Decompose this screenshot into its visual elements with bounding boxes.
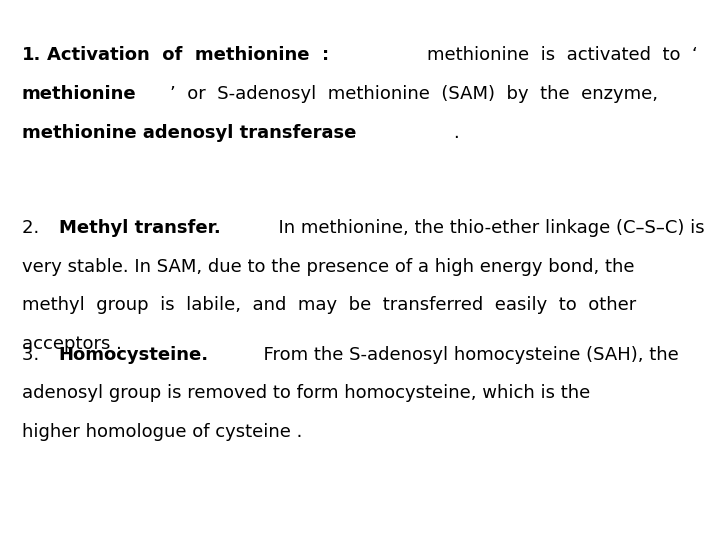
Text: 1.: 1. [22,46,41,64]
Text: very stable. In SAM, due to the presence of a high energy bond, the: very stable. In SAM, due to the presence… [22,258,634,275]
Text: In methionine, the thio-ether linkage (C–S–C) is: In methionine, the thio-ether linkage (C… [267,219,705,237]
Text: methyl  group  is  labile,  and  may  be  transferred  easily  to  other: methyl group is labile, and may be trans… [22,296,636,314]
Text: methionine  is  activated  to  ‘: methionine is activated to ‘ [427,46,698,64]
Text: acceptors .: acceptors . [22,335,122,353]
Text: Methyl transfer.: Methyl transfer. [59,219,220,237]
Text: higher homologue of cysteine .: higher homologue of cysteine . [22,423,302,441]
Text: ’  or  S-adenosyl  methionine  (SAM)  by  the  enzyme,: ’ or S-adenosyl methionine (SAM) by the … [169,85,657,103]
Text: methionine adenosyl transferase: methionine adenosyl transferase [22,124,356,141]
Text: 3.: 3. [22,346,50,363]
Text: From the S-adenosyl homocysteine (SAH), the: From the S-adenosyl homocysteine (SAH), … [253,346,679,363]
Text: .: . [453,124,459,141]
Text: Homocysteine.: Homocysteine. [59,346,209,363]
Text: Activation  of  methionine  :: Activation of methionine : [47,46,341,64]
Text: 2.: 2. [22,219,50,237]
Text: adenosyl group is removed to form homocysteine, which is the: adenosyl group is removed to form homocy… [22,384,590,402]
Text: methionine: methionine [22,85,136,103]
